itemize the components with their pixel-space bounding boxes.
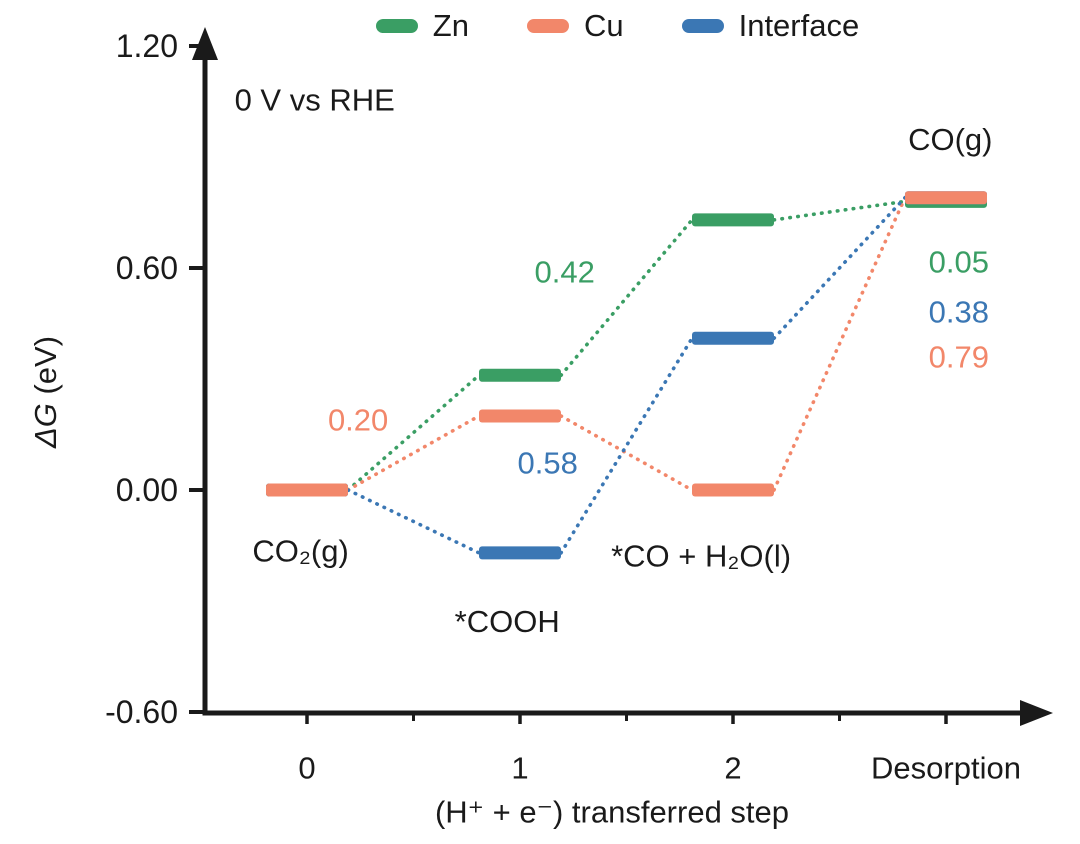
legend-swatch-zn [375,19,418,33]
x-tick-label: 2 [724,751,741,786]
chart-legend: Zn Cu Interface [205,8,1030,44]
y-tick-label: 0.60 [116,250,178,286]
y-tick-label: 0.00 [116,472,178,508]
x-axis-title: (H⁺ + e⁻) transferred step [435,795,789,830]
value-label-zn: 0.05 [929,245,989,280]
legend-label-cu: Cu [583,8,624,43]
level-bar-cu-step3 [905,191,987,205]
level-bar-zn-step1 [479,368,561,382]
level-bar-zn-step2 [692,213,774,227]
legend-item-interface: Interface [681,8,860,44]
state-label: CO₂(g) [252,534,348,569]
x-tick-label: 1 [511,751,528,786]
connector-interface [346,488,481,555]
state-label: CO(g) [908,122,992,157]
connector-cu [346,414,481,492]
legend-item-cu: Cu [526,8,624,44]
legend-swatch-cu [526,19,569,33]
connector-cu [772,195,907,492]
level-bar-interface-step2 [692,331,774,345]
level-bar-cu-step0 [266,483,348,497]
legend-label-zn: Zn [432,8,469,43]
connector-zn [346,373,481,492]
connector-interface [772,195,907,341]
legend-label-interface: Interface [738,8,860,43]
annotation-voltage: 0 V vs RHE [235,83,395,118]
connector-zn [559,218,694,378]
value-label-zn: 0.42 [535,255,595,290]
value-label-cu: 0.20 [328,403,388,438]
y-tick-label: -0.60 [105,694,178,730]
legend-item-zn: Zn [375,8,469,44]
y-axis-title: ΔG (eV) [28,336,63,449]
x-tick-label: 0 [298,751,315,786]
y-tick-label: 1.20 [116,28,178,64]
state-label: *COOH [455,604,560,639]
level-bar-cu-step1 [479,409,561,423]
connector-zn [772,199,907,222]
legend-swatch-interface [681,19,724,33]
level-bar-cu-step2 [692,483,774,497]
connector-cu [559,414,694,492]
level-bar-interface-step1 [479,546,561,560]
value-label-cu: 0.79 [929,340,989,375]
value-label-interface: 0.58 [518,445,578,480]
value-label-interface: 0.38 [929,295,989,330]
y-axis-arrow [192,27,218,60]
state-label: *CO + H₂O(l) [611,538,791,573]
x-tick-label: Desorption [871,751,1021,786]
x-axis-arrow [1020,700,1053,726]
connector-interface [559,336,694,555]
